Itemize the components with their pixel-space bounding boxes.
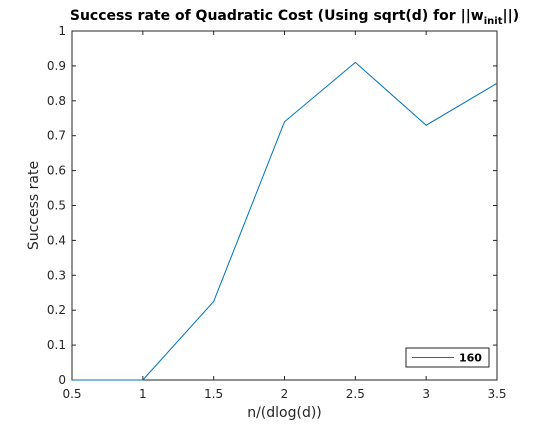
legend: 160 [405,347,490,368]
y-tick-label: 0.3 [47,268,66,282]
x-tick-label: 2 [281,387,289,401]
series-line-160 [72,61,498,381]
y-tick-label: 0.5 [47,199,66,213]
x-tick-label: 3.5 [487,387,506,401]
y-tick-label: 0.1 [47,338,66,352]
y-tick-label: 0.8 [47,94,66,108]
x-tick-label: 0.5 [62,387,81,401]
series-group [72,61,498,381]
y-tick-label: 1 [58,24,66,38]
x-tick-label: 2.5 [346,387,365,401]
x-axis-label: n/(dlog(d)) [247,405,322,421]
chart-title: Success rate of Quadratic Cost (Using sq… [70,8,519,27]
y-tick-label: 0.9 [47,59,66,73]
y-axis-label: Success rate [26,161,42,250]
x-tick-label: 3 [422,387,430,401]
y-tick-label: 0.4 [47,233,66,247]
y-tick-label: 0.7 [47,129,66,143]
x-tick-label: 1.5 [204,387,223,401]
y-tick-label: 0.6 [47,164,66,178]
y-tick-label: 0.2 [47,303,66,317]
legend-label: 160 [459,352,482,365]
axis-ticks: 0.5 1 1.5 2 2.5 3 3.5 0 0.1 0.2 0.3 0.4 0.5 0.6 0.7 0.8… [47,24,507,401]
y-tick-label: 0 [58,373,66,387]
plot-area [71,30,498,381]
x-tick-label: 1 [139,387,147,401]
